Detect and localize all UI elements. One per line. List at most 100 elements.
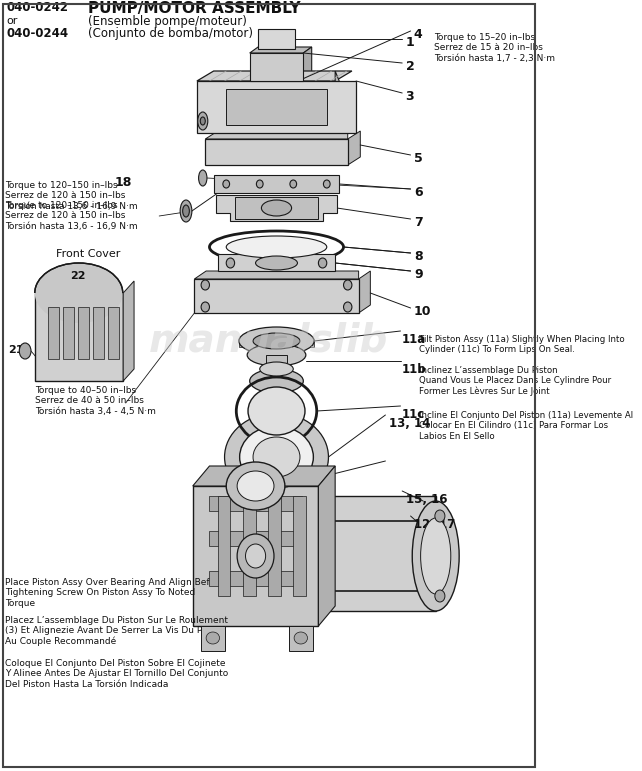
Text: 11a: 11a (402, 333, 426, 346)
Ellipse shape (225, 413, 329, 501)
Bar (226, 89, 327, 125)
Bar (268, 496, 281, 596)
Ellipse shape (226, 462, 285, 510)
Bar (209, 531, 302, 546)
Text: 1: 1 (406, 36, 414, 49)
Ellipse shape (247, 344, 306, 366)
Ellipse shape (248, 387, 305, 435)
Ellipse shape (343, 280, 352, 290)
Text: manualslib: manualslib (150, 322, 388, 360)
Ellipse shape (256, 256, 297, 270)
Text: 040-0242: 040-0242 (6, 1, 69, 14)
Ellipse shape (19, 343, 31, 359)
Ellipse shape (226, 258, 234, 268)
Ellipse shape (421, 518, 451, 594)
Bar (48, 307, 58, 359)
Polygon shape (216, 195, 337, 221)
Polygon shape (205, 131, 348, 139)
Text: (Ensemble pompe/moteur): (Ensemble pompe/moteur) (88, 15, 247, 28)
Text: 13, 14: 13, 14 (389, 417, 430, 430)
Bar (209, 496, 302, 511)
Ellipse shape (198, 112, 208, 130)
Bar (195, 279, 359, 313)
Ellipse shape (201, 302, 209, 312)
Text: 9: 9 (414, 268, 422, 281)
Text: 5: 5 (414, 152, 422, 165)
Ellipse shape (239, 327, 314, 355)
Bar (201, 626, 225, 651)
Ellipse shape (223, 180, 230, 188)
Bar (93, 307, 104, 359)
Ellipse shape (253, 437, 300, 477)
Ellipse shape (324, 180, 330, 188)
Polygon shape (123, 281, 134, 381)
Ellipse shape (180, 200, 192, 222)
Ellipse shape (412, 501, 459, 611)
Text: Torque to 40–50 in–lbs
Serrez de 40 à 50 in–lbs
Torsión hasta 3,4 - 4,5 N·m: Torque to 40–50 in–lbs Serrez de 40 à 50… (35, 386, 156, 416)
Text: Inclinez L’assemblage Du Piston
Quand Vous Le Placez Dans Le Cylindre Pour
Forme: Inclinez L’assemblage Du Piston Quand Vo… (419, 366, 611, 396)
Text: PUMP/MOTOR ASSEMBLY: PUMP/MOTOR ASSEMBLY (88, 1, 300, 16)
Text: or: or (6, 16, 18, 26)
Ellipse shape (201, 280, 209, 290)
Ellipse shape (183, 205, 189, 217)
Polygon shape (197, 71, 352, 81)
Bar (266, 355, 286, 373)
Polygon shape (335, 71, 356, 133)
Bar (205, 139, 348, 165)
Ellipse shape (237, 534, 274, 578)
Text: 18: 18 (115, 176, 132, 189)
Ellipse shape (206, 632, 220, 644)
Text: Front Cover: Front Cover (56, 249, 121, 259)
Polygon shape (195, 271, 359, 279)
Polygon shape (359, 271, 370, 313)
Bar (108, 307, 119, 359)
Bar (250, 53, 303, 81)
Ellipse shape (245, 544, 266, 568)
Bar (209, 571, 302, 586)
Polygon shape (318, 466, 335, 626)
Text: 6: 6 (414, 186, 422, 199)
Bar (197, 81, 356, 133)
Ellipse shape (294, 632, 308, 644)
Bar (258, 29, 295, 49)
Polygon shape (239, 341, 314, 347)
Bar (35, 293, 123, 381)
Text: 2: 2 (406, 60, 414, 73)
Ellipse shape (435, 510, 445, 522)
Text: 7: 7 (414, 216, 422, 229)
Ellipse shape (256, 180, 263, 188)
Bar (218, 496, 230, 596)
Text: 040-0244: 040-0244 (6, 27, 69, 40)
Text: Placez L’assemblage Du Piston Sur Le Roulement
(3) Et Alignezie Avant De Serrer : Placez L’assemblage Du Piston Sur Le Rou… (5, 616, 228, 646)
Text: 4: 4 (414, 28, 422, 41)
Text: Torque to 15–20 in–lbs
Serrez de 15 à 20 in–lbs
Torsión hasta 1,7 - 2,3 N·m: Torque to 15–20 in–lbs Serrez de 15 à 20… (434, 33, 555, 62)
Text: 12, 17: 12, 17 (414, 518, 455, 531)
Text: 21: 21 (8, 345, 24, 355)
Bar (218, 254, 335, 271)
Ellipse shape (226, 236, 327, 258)
Bar (293, 496, 306, 596)
Text: Coloque El Conjunto Del Piston Sobre El Cojinete
Y Alinee Antes De Ajustar El To: Coloque El Conjunto Del Piston Sobre El … (5, 659, 229, 689)
Text: Torque to 120–150 in–lbs
Serrez de 120 à 150 in–lbs
Torsión hasta 13,6 - 16,9 N·: Torque to 120–150 in–lbs Serrez de 120 à… (5, 181, 137, 210)
Text: 10: 10 (414, 305, 431, 318)
Ellipse shape (200, 117, 205, 125)
Text: 3: 3 (406, 90, 414, 103)
Bar (193, 486, 318, 626)
Ellipse shape (260, 362, 293, 376)
Ellipse shape (290, 180, 297, 188)
Ellipse shape (318, 258, 327, 268)
Ellipse shape (250, 369, 303, 393)
Ellipse shape (253, 333, 300, 349)
Text: 15, 16: 15, 16 (406, 493, 447, 506)
Text: 11c: 11c (402, 408, 426, 421)
Polygon shape (303, 47, 312, 81)
Text: 11b: 11b (402, 363, 427, 376)
Ellipse shape (233, 511, 270, 601)
Text: (Conjunto de bomba/motor): (Conjunto de bomba/motor) (88, 27, 253, 40)
Text: Torque to 120–150 in–lbs
Serrez de 120 à 150 in–lbs
Torsión hasta 13,6 - 16,9 N·: Torque to 120–150 in–lbs Serrez de 120 à… (5, 201, 137, 231)
Text: Tilt Piston Assy (11a) Slightly When Placing Into
Cylinder (11c) To Form Lips On: Tilt Piston Assy (11a) Slightly When Pla… (419, 335, 625, 355)
Ellipse shape (35, 263, 123, 323)
Ellipse shape (198, 170, 207, 186)
Text: 8: 8 (414, 250, 422, 263)
Bar (234, 197, 318, 219)
